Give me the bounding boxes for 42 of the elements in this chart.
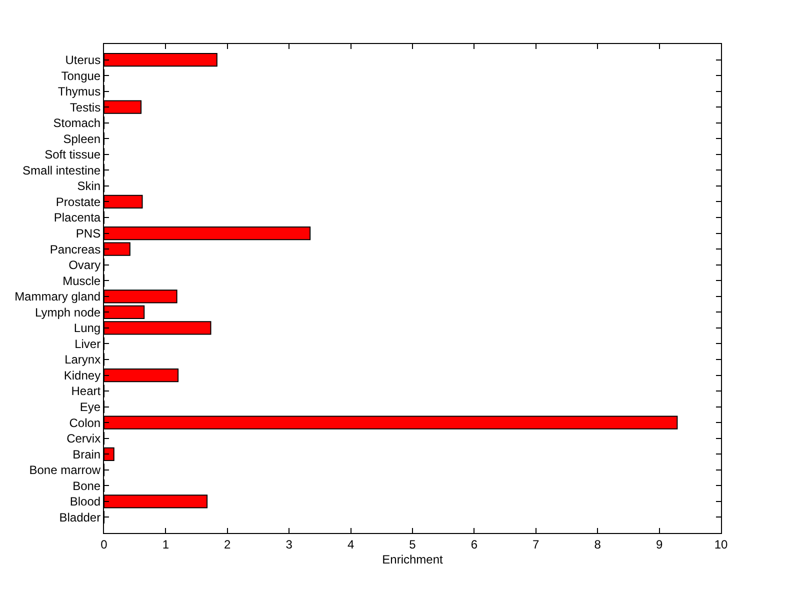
y-tick-label: Larynx xyxy=(64,352,101,367)
x-tick-label: 4 xyxy=(347,537,354,552)
y-tick-label: Bladder xyxy=(59,510,101,524)
x-tick-label: 7 xyxy=(532,537,540,552)
y-tick-label: Lung xyxy=(74,321,101,336)
y-tick-label: Brain xyxy=(72,447,101,462)
y-tick-label: Eye xyxy=(80,400,101,414)
x-tick-label: 5 xyxy=(409,537,416,552)
x-tick-label: 6 xyxy=(470,537,478,552)
y-tick-label: Spleen xyxy=(63,132,101,146)
x-tick-label: 3 xyxy=(286,537,293,552)
y-tick-label: Mammary gland xyxy=(14,290,101,304)
y-tick-label: Skin xyxy=(77,179,101,194)
y-tick-label: Bone xyxy=(72,478,101,493)
y-tick-label: Cervix xyxy=(66,432,101,446)
y-tick-label: Uterus xyxy=(65,52,101,67)
x-tick-label: 8 xyxy=(594,537,602,552)
y-tick-label: Small intestine xyxy=(22,163,101,178)
x-tick-label: 1 xyxy=(162,537,170,552)
y-tick-label: Muscle xyxy=(62,274,101,288)
y-tick-label: Bone marrow xyxy=(29,463,101,478)
y-tick-label: Lymph node xyxy=(34,305,101,320)
y-tick-label: Blood xyxy=(70,494,101,509)
y-tick-label: Heart xyxy=(71,384,102,398)
x-tick-label: 2 xyxy=(224,537,232,552)
y-tick-label: Placenta xyxy=(54,210,101,225)
y-tick-label: Tongue xyxy=(61,68,101,83)
y-tick-label: Pancreas xyxy=(50,242,101,256)
y-tick-label: Liver xyxy=(74,336,101,351)
y-tick-label: Thymus xyxy=(58,84,101,99)
y-tick-label: Testis xyxy=(70,100,101,114)
x-tick-label: 9 xyxy=(656,537,663,552)
y-tick-label: Kidney xyxy=(64,368,101,382)
x-axis-title: Enrichment xyxy=(382,552,444,566)
y-tick-label: Ovary xyxy=(68,258,101,272)
y-tick-label: PNS xyxy=(76,226,101,240)
y-tick-label: Colon xyxy=(69,416,101,430)
y-tick-label: Prostate xyxy=(56,194,101,209)
x-tick-label: 10 xyxy=(714,537,728,552)
y-tick-label: Stomach xyxy=(53,116,101,130)
x-tick-label: 0 xyxy=(100,537,108,552)
y-tick-label: Soft tissue xyxy=(44,148,101,162)
